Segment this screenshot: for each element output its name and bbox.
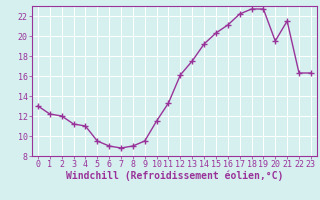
X-axis label: Windchill (Refroidissement éolien,°C): Windchill (Refroidissement éolien,°C) [66,171,283,181]
